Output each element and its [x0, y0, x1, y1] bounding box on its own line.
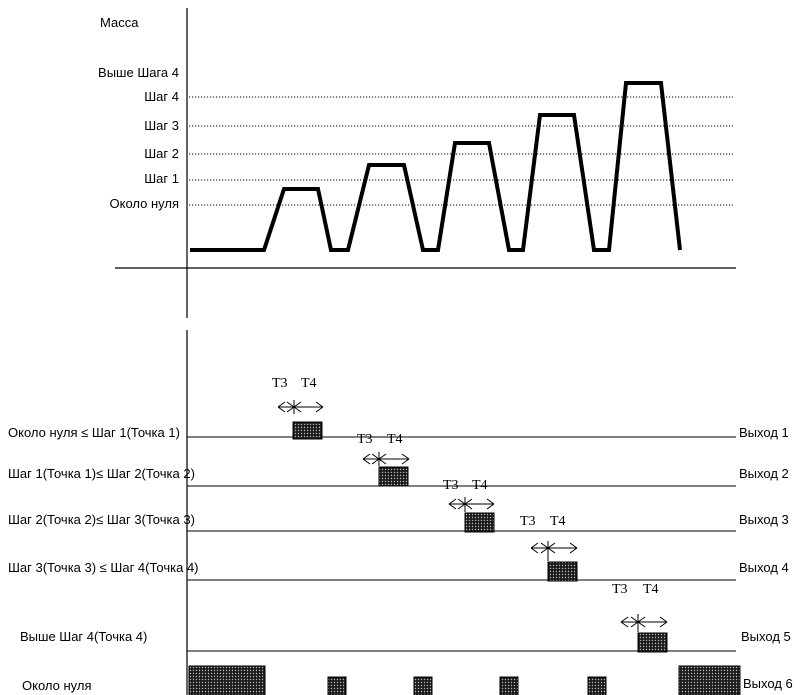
level-label-step2: Шаг 2 — [144, 146, 179, 161]
mass-curve — [190, 81, 682, 252]
t4-label: T4 — [387, 432, 403, 447]
level-label-near-zero: Около нуля — [110, 196, 179, 211]
condition-label: Выше Шаг 4(Точка 4) — [20, 629, 147, 644]
output-label: Выход 1 — [739, 425, 789, 440]
output-pulse — [292, 421, 323, 440]
condition-label: Шаг 2(Точка 2)≤ Шаг 3(Точка 3) — [8, 512, 195, 527]
level-label-step1: Шаг 1 — [144, 171, 179, 186]
timing-chart: Около нуля ≤ Шаг 1(Точка 1) Выход 1 T3 T… — [8, 330, 793, 695]
output-row-2: Шаг 1(Точка 1)≤ Шаг 2(Точка 2) Выход 2 T… — [8, 432, 789, 487]
output-pulse — [188, 665, 266, 695]
t3-label: T3 — [443, 478, 459, 493]
output-pulse — [464, 512, 495, 533]
level-label-step4: Шаг 4 — [144, 89, 179, 104]
t3-t4-arrows — [530, 541, 578, 561]
output-pulse — [413, 676, 433, 695]
t3-t4-arrows — [448, 497, 495, 512]
t3-t4-arrows — [362, 452, 410, 466]
output-label: Выход 2 — [739, 466, 789, 481]
t3-label: T3 — [272, 376, 288, 391]
output-pulse — [327, 676, 347, 695]
output-row-4: Шаг 3(Точка 3) ≤ Шаг 4(Точка 4) Выход 4 … — [8, 514, 789, 582]
t3-label: T3 — [520, 514, 536, 529]
t4-label: T4 — [472, 478, 488, 493]
condition-label: Около нуля — [22, 678, 91, 693]
condition-label: Шаг 3(Точка 3) ≤ Шаг 4(Точка 4) — [8, 560, 199, 575]
t3-t4-arrows — [277, 400, 324, 414]
condition-label: Шаг 1(Точка 1)≤ Шаг 2(Точка 2) — [8, 466, 195, 481]
output-pulse — [678, 665, 741, 695]
output-label: Выход 6 — [743, 676, 793, 691]
output-pulse — [499, 676, 519, 695]
output-label: Выход 4 — [739, 560, 789, 575]
output-pulse — [587, 676, 607, 695]
output-row-5: Выше Шаг 4(Точка 4) Выход 5 T3 T4 — [20, 582, 791, 653]
t3-label: T3 — [612, 582, 628, 597]
mass-axis-title: Масса — [100, 15, 139, 30]
output-pulse — [637, 632, 668, 653]
condition-label: Около нуля ≤ Шаг 1(Точка 1) — [8, 425, 180, 440]
output-label: Выход 5 — [741, 629, 791, 644]
level-label-above-step4: Выше Шага 4 — [98, 65, 179, 80]
t4-label: T4 — [301, 376, 317, 391]
t4-label: T4 — [550, 514, 566, 529]
output-row-6: Около нуля Выход 6 — [22, 665, 793, 695]
output-row-3: Шаг 2(Точка 2)≤ Шаг 3(Точка 3) Выход 3 T… — [8, 478, 789, 533]
level-label-step3: Шаг 3 — [144, 118, 179, 133]
t4-label: T4 — [643, 582, 659, 597]
output-pulse — [547, 561, 578, 582]
output-label: Выход 3 — [739, 512, 789, 527]
mass-chart: Масса Выше Шага 4 Шаг 4 Шаг 3 Шаг 2 Шаг … — [98, 8, 736, 318]
t3-label: T3 — [357, 432, 373, 447]
output-row-1: Около нуля ≤ Шаг 1(Точка 1) Выход 1 T3 T… — [8, 376, 789, 440]
t3-t4-arrows — [620, 614, 668, 632]
output-pulse — [378, 466, 409, 487]
